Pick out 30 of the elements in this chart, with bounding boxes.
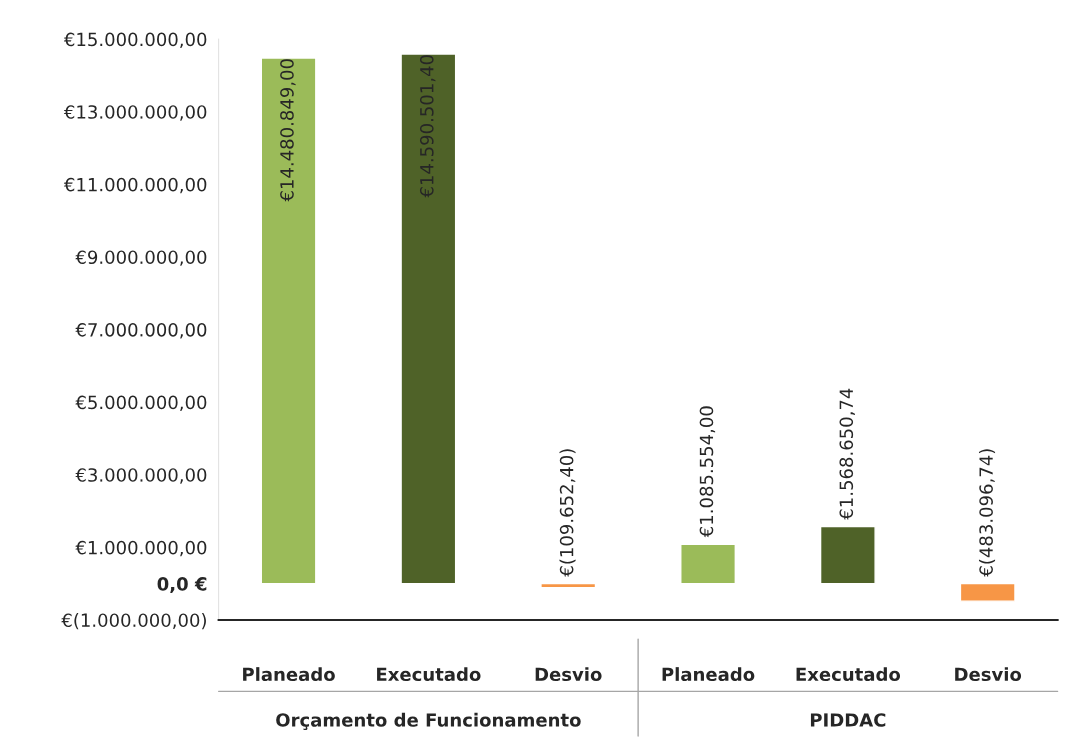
bar [819, 525, 876, 585]
text: PIDDAC [810, 713, 886, 727]
y-tick-label: €15.000.000,00 [63, 32, 207, 49]
y-tick-label: €7.000.000,00 [75, 322, 207, 339]
y-tick-label: €11.000.000,00 [63, 177, 207, 194]
data-label: €14.480.849,00 [280, 59, 296, 202]
data-label: €(483.096,74) [978, 449, 996, 577]
x-tick-label: Desvio [955, 667, 1022, 682]
text: Orçamento de Funcionamento [276, 712, 581, 731]
bar [540, 582, 597, 589]
y-tick-label: €13.000.000,00 [63, 105, 207, 121]
y-tick-label: €(1.000.000,00) [61, 613, 206, 630]
bar [680, 543, 736, 585]
data-label: €1.085.554,00 [699, 406, 716, 538]
y-tick-label: €1.000.000,00 [75, 540, 207, 557]
y-tick-label: €9.000.000,00 [75, 250, 207, 266]
x-tick-label: Executado [796, 667, 901, 682]
y-tick-label: €3.000.000,00 [75, 468, 207, 484]
x-tick-label: Desvio [535, 667, 602, 682]
data-label: €(109.652,40) [559, 449, 576, 577]
bar [959, 582, 1016, 602]
y-tick-label: 0,0 € [157, 577, 207, 594]
x-tick-label: Planeado [662, 667, 755, 682]
data-label: €1.568.650,74 [839, 388, 855, 520]
y-tick-label: €5.000.000,00 [75, 395, 207, 412]
data-label: €14.590.501,40 [419, 55, 436, 198]
bar [400, 53, 457, 585]
bar [260, 57, 317, 585]
x-tick-label: Planeado [243, 667, 335, 682]
x-tick-label: Executado [377, 667, 481, 682]
